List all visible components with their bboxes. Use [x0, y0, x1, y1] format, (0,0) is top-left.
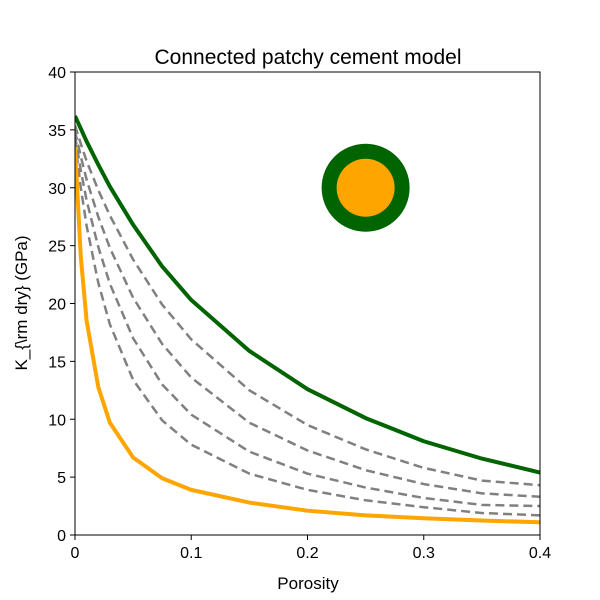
y-tick-label: 35 — [48, 123, 66, 140]
series-line-3 — [75, 130, 540, 499]
y-axis-label: K_{\rm dry} (GPa) — [12, 235, 31, 370]
y-tick-label: 5 — [57, 470, 66, 487]
y-tick-label: 15 — [48, 354, 66, 371]
y-tick-label: 30 — [48, 181, 66, 198]
series-line-6 — [75, 147, 540, 525]
y-tick-label: 40 — [48, 65, 66, 82]
y-axis-ticks: 0 5 10 15 20 25 30 35 40 — [48, 65, 75, 545]
x-tick-label: 0.1 — [180, 545, 202, 562]
x-tick-label: 0.4 — [529, 545, 551, 562]
x-axis-ticks: 0 0.1 0.2 0.3 0.4 — [71, 535, 551, 562]
series-group — [75, 115, 540, 525]
cement-grain-icon — [321, 143, 410, 232]
x-tick-label: 0.2 — [296, 545, 318, 562]
chart-title: Connected patchy cement model — [154, 46, 461, 69]
series-line-1 — [75, 115, 540, 475]
y-tick-label: 0 — [57, 528, 66, 545]
x-tick-label: 0.3 — [413, 545, 435, 562]
y-tick-label: 10 — [48, 412, 66, 429]
series-line-2 — [75, 124, 540, 487]
x-tick-label: 0 — [71, 545, 80, 562]
plot-area — [74, 71, 541, 536]
series-line-5 — [75, 140, 540, 517]
x-axis-label: Porosity — [277, 574, 339, 593]
grain-core-icon — [336, 158, 395, 217]
series-line-4 — [75, 135, 540, 508]
y-tick-label: 25 — [48, 239, 66, 256]
y-tick-label: 20 — [48, 297, 66, 314]
